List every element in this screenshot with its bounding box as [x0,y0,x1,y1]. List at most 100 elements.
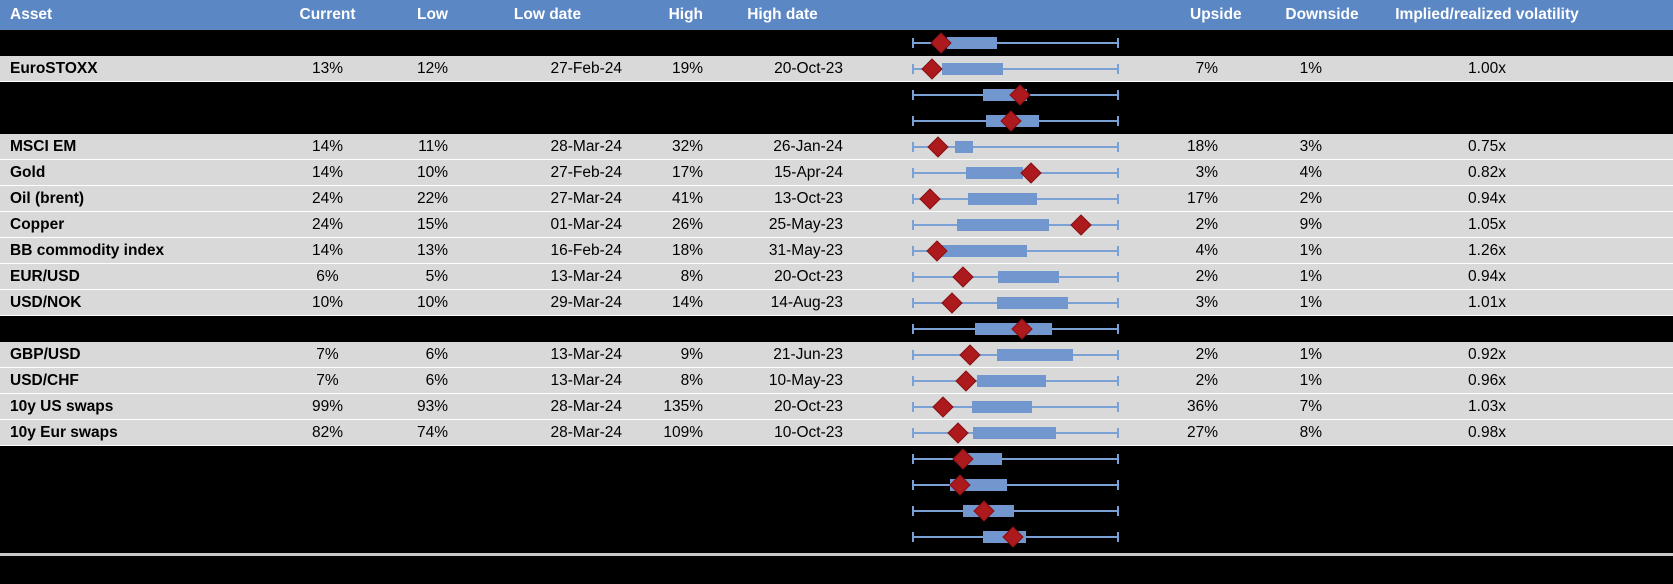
cell-high [640,316,710,342]
cell-low-date: 16-Feb-24 [550,242,622,259]
cell-range-chart [855,316,1130,342]
iqr-box [966,166,1024,179]
cell-upside: 2% [1195,372,1218,389]
cell-high-date [710,472,855,498]
cell-asset: Gold [10,164,46,181]
iqr-box [940,244,1027,257]
cell-high-date: 25-May-23 [768,216,843,233]
cell-downside [1230,446,1370,472]
cell-implied-realized-volatility [1370,498,1673,524]
cell-high: 26% [671,216,703,233]
cell-low [365,30,455,56]
boxplot [912,290,1119,315]
cell-high-date [710,498,855,524]
cell-downside [1230,472,1370,498]
cell-downside [1230,30,1370,56]
current-marker-diamond [921,57,943,80]
boxplot [912,82,1119,108]
cell-low: 11% [418,138,448,155]
cell-range-chart [855,30,1130,56]
header-low-date: Low date [513,6,582,23]
header-high: High [668,6,703,23]
cell-high-date [710,30,855,56]
cell-low-date: 13-Mar-24 [550,268,623,285]
cell-implied-realized-volatility: 1.00x [1468,60,1506,77]
cell-low: 5% [425,268,448,285]
header-chart-spacer [855,0,1130,30]
cell-upside: 2% [1195,216,1218,233]
header-upside: Upside [1190,6,1242,23]
whisker-cap-right [1117,532,1119,542]
cell-high [640,30,710,56]
cell-low: 6% [425,346,448,363]
cell-implied-realized-volatility: 0.96x [1468,372,1506,389]
whisker-cap-right [1117,427,1119,438]
iqr-box [965,453,1002,465]
cell-asset [0,446,290,472]
cell-upside [1130,472,1230,498]
header-low: Low [417,6,448,23]
whisker-line [913,42,1118,44]
cell-current [290,446,365,472]
iqr-box [997,296,1068,309]
cell-range-chart [855,472,1130,498]
current-marker-diamond [927,135,949,158]
cell-implied-realized-volatility: 0.75x [1468,138,1506,155]
cell-downside: 1% [1299,268,1322,285]
whisker-line [913,484,1118,486]
cell-high-date [710,524,855,550]
boxplot [912,446,1119,472]
header-high-date: High date [747,6,818,23]
table-row: EUR/USD 6% 5% 13-Mar-24 8% 20-Oct-23 2% … [0,264,1673,290]
cell-high [640,524,710,550]
boxplot [912,420,1119,445]
cell-high: 135% [663,398,703,415]
whisker-cap-left [912,245,914,256]
whisker-cap-left [912,506,914,516]
whisker-cap-left [912,297,914,308]
cell-low-date: 13-Mar-24 [550,346,623,363]
cell-upside [1130,316,1230,342]
cell-downside: 2% [1299,190,1322,207]
whisker-cap-left [912,401,914,412]
boxplot [912,524,1119,550]
whisker-cap-left [912,167,914,178]
cell-low: 74% [416,424,448,441]
cell-range-chart [855,212,1130,237]
cell-downside: 1% [1299,346,1322,363]
cell-range-chart [855,160,1130,185]
cell-implied-realized-volatility [1370,316,1673,342]
cell-low-date: 28-Mar-24 [550,138,623,155]
cell-downside: 1% [1299,294,1322,311]
cell-low [365,316,455,342]
cell-asset [0,316,290,342]
cell-asset: 10y US swaps [10,398,114,415]
cell-upside: 36% [1186,398,1218,415]
cell-upside [1130,524,1230,550]
cell-low-date [455,498,640,524]
whisker-cap-left [912,63,914,74]
cell-current: 14% [311,164,344,181]
cell-low-date [455,108,640,134]
cell-downside: 1% [1299,372,1322,389]
table-row: 10y US swaps 99% 93% 28-Mar-24 135% 20-O… [0,394,1673,420]
cell-low: 15% [416,216,448,233]
cell-current: 13% [311,60,344,77]
whisker-cap-right [1117,116,1119,126]
cell-implied-realized-volatility: 0.98x [1468,424,1506,441]
cell-range-chart [855,186,1130,211]
table-row: MSCI EM 14% 11% 28-Mar-24 32% 26-Jan-24 … [0,134,1673,160]
cell-upside [1130,108,1230,134]
cell-upside [1130,498,1230,524]
iqr-box [941,62,1003,75]
iqr-box [972,400,1032,413]
header-downside: Downside [1285,6,1359,23]
cell-implied-realized-volatility [1370,524,1673,550]
cell-low-date: 13-Mar-24 [550,372,623,389]
cell-high: 18% [671,242,703,259]
whisker-cap-left [912,375,914,386]
iqr-box [998,270,1059,283]
cell-upside: 3% [1195,294,1218,311]
cell-high-date: 13-Oct-23 [774,190,843,207]
boxplot [912,498,1119,524]
